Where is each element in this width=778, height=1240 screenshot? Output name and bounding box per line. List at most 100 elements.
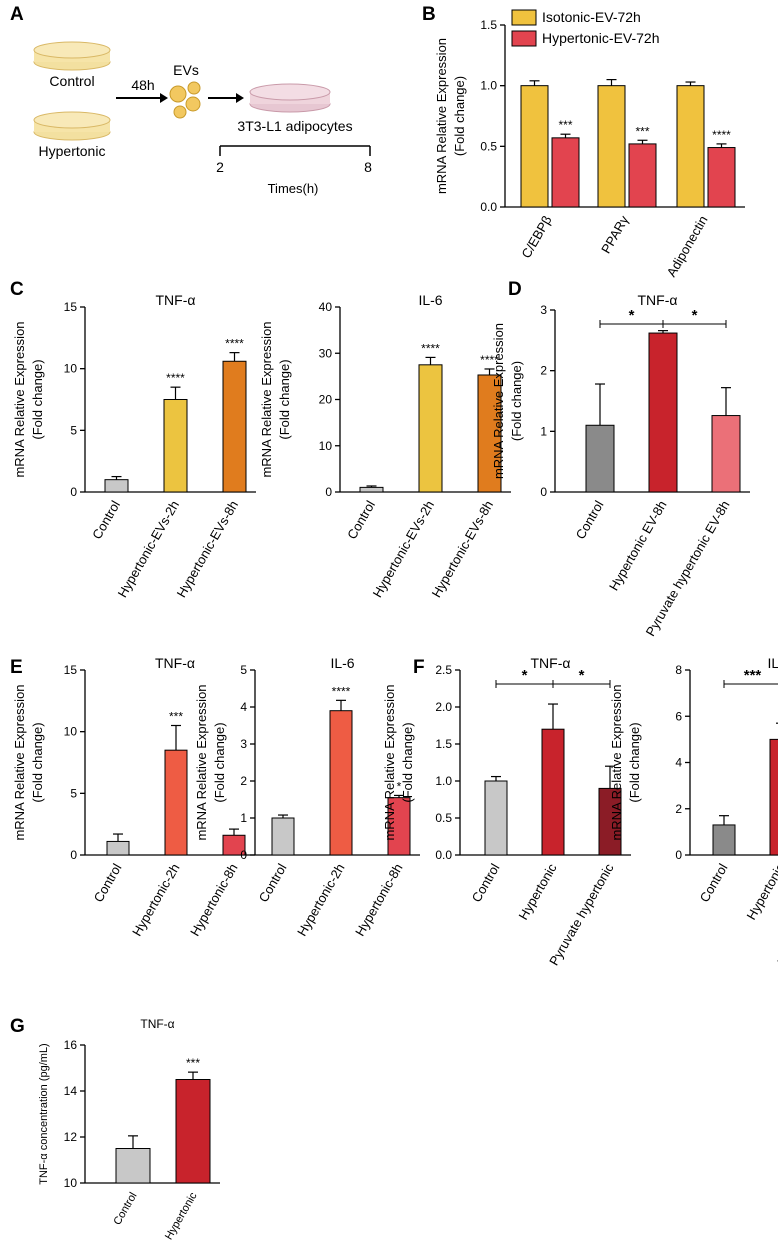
panel-letter: C <box>10 279 24 300</box>
x-tick-label: Hypertonic-8h <box>352 861 405 939</box>
bar <box>648 332 678 493</box>
panel-letter: B <box>422 4 436 25</box>
bar <box>484 780 508 856</box>
arrow-head-icon <box>160 93 168 103</box>
y-tick-label: 0 <box>70 848 77 862</box>
chart-d: D 0 1 2 3 mRNA Relative Expression (Fold chang… <box>491 279 750 639</box>
significance-label: **** <box>225 337 244 351</box>
significance-label: **** <box>166 371 185 385</box>
bar <box>676 85 705 208</box>
panel-letter: G <box>10 1016 25 1037</box>
y-tick-label: 5 <box>240 663 247 677</box>
bar <box>271 817 295 856</box>
chart-title: IL-6 <box>767 655 778 671</box>
chart-f1: F 0.0 0.5 1.0 1.5 2.0 2.5 mRNA Relative Express… <box>382 655 631 968</box>
significance-label: *** <box>186 1056 200 1070</box>
panel-letter: D <box>508 279 522 300</box>
x-tick-label: Hypertonic EV-8h <box>606 498 670 593</box>
y-axis-label: mRNA Relative Expression <box>434 38 449 194</box>
bar <box>520 85 549 208</box>
x-tick-label: Hypertonic-8h <box>187 861 240 939</box>
y-tick-label: 2 <box>675 802 682 816</box>
chart-title: IL-6 <box>418 292 442 308</box>
y-axis-label: (Fold change) <box>30 722 45 802</box>
y-tick-label: 15 <box>64 663 78 677</box>
y-axis-label: mRNA Relative Expression <box>259 321 274 477</box>
bar <box>418 364 443 493</box>
bar <box>106 840 130 856</box>
y-tick-label: 2.5 <box>435 663 452 677</box>
ev-vesicle-icon <box>173 105 187 119</box>
bar <box>597 85 626 208</box>
significance-label: * <box>692 307 698 324</box>
bar <box>329 710 353 856</box>
y-axis-label: mRNA Relative Expression <box>12 684 27 840</box>
significance-label: *** <box>558 118 572 132</box>
ev-vesicle-icon <box>185 96 201 112</box>
chart-title: TNF-α <box>140 1017 174 1031</box>
time-label: 48h <box>131 77 154 93</box>
x-tick-label: Control <box>469 861 503 905</box>
control-dish-top <box>33 41 111 59</box>
significance-label: **** <box>712 128 731 142</box>
bar <box>541 728 565 856</box>
chart-title: IL-6 <box>330 655 354 671</box>
x-tick-label: Control <box>344 498 378 542</box>
y-tick-label: 40 <box>319 300 333 314</box>
timeline-end: 8 <box>364 159 372 175</box>
x-tick-label: Hypertonic-EVs-8h <box>429 498 497 600</box>
y-tick-label: 10 <box>64 1176 78 1190</box>
bar <box>769 738 778 856</box>
y-tick-label: 5 <box>70 423 77 437</box>
chart-title: TNF-α <box>156 292 196 308</box>
y-tick-label: 0 <box>70 485 77 499</box>
y-tick-label: 0.5 <box>435 811 452 825</box>
x-tick-label: Hypertonic <box>163 1190 200 1240</box>
y-axis-label: (Fold change) <box>509 361 524 441</box>
y-tick-label: 0.5 <box>480 139 497 153</box>
y-tick-label: 5 <box>70 786 77 800</box>
bar <box>628 143 657 208</box>
x-tick-label: Control <box>91 861 125 905</box>
panel-letter: E <box>10 657 23 678</box>
y-tick-label: 14 <box>64 1084 78 1098</box>
y-tick-label: 4 <box>240 700 247 714</box>
significance-label: * <box>397 779 402 793</box>
y-tick-label: 0.0 <box>435 848 452 862</box>
target-label: 3T3-L1 adipocytes <box>237 118 352 134</box>
y-tick-label: 10 <box>319 439 333 453</box>
x-tick-label: Adiponectin <box>664 213 711 279</box>
y-tick-label: 10 <box>64 725 78 739</box>
panel-a-schematic: A Control Hypertonic 48h EVs 3T3-L1 adip… <box>10 4 372 196</box>
y-tick-label: 3 <box>540 303 547 317</box>
x-tick-label: Control <box>573 498 607 542</box>
bar <box>707 147 736 208</box>
y-tick-label: 1.5 <box>480 18 497 32</box>
chart-title: TNF-α <box>531 655 571 671</box>
bar <box>104 479 129 493</box>
arrow-head-icon <box>236 93 244 103</box>
hypertonic-dish-top <box>33 111 111 129</box>
bar <box>585 424 615 493</box>
y-tick-label: 12 <box>64 1130 78 1144</box>
y-tick-label: 1.0 <box>435 774 452 788</box>
bar <box>164 749 188 856</box>
x-tick-label: Hypertonic-EVs-2h <box>370 498 438 600</box>
y-tick-label: 1.0 <box>480 79 497 93</box>
chart-f2: 0 2 4 6 8 mRNA Relative Expression (Fold chang… <box>609 655 778 968</box>
x-tick-label: Hypertonic <box>744 861 778 923</box>
y-axis-label: (Fold change) <box>30 359 45 439</box>
chart-c1: C 0 5 10 15 mRNA Relative Expression (Fold cha… <box>10 279 256 600</box>
hypertonic-label: Hypertonic <box>39 143 106 159</box>
timeline-start: 2 <box>216 159 224 175</box>
y-axis-label: (Fold change) <box>627 722 642 802</box>
bar <box>359 486 384 493</box>
y-tick-label: 2 <box>240 774 247 788</box>
x-tick-label: Hypertonic-2h <box>294 861 347 939</box>
y-axis-label: mRNA Relative Expression <box>491 323 506 479</box>
x-tick-label: Control <box>256 861 290 905</box>
significance-label: * <box>629 307 635 324</box>
timeline-label: Times(h) <box>268 181 319 196</box>
chart-title: TNF-α <box>638 292 678 308</box>
